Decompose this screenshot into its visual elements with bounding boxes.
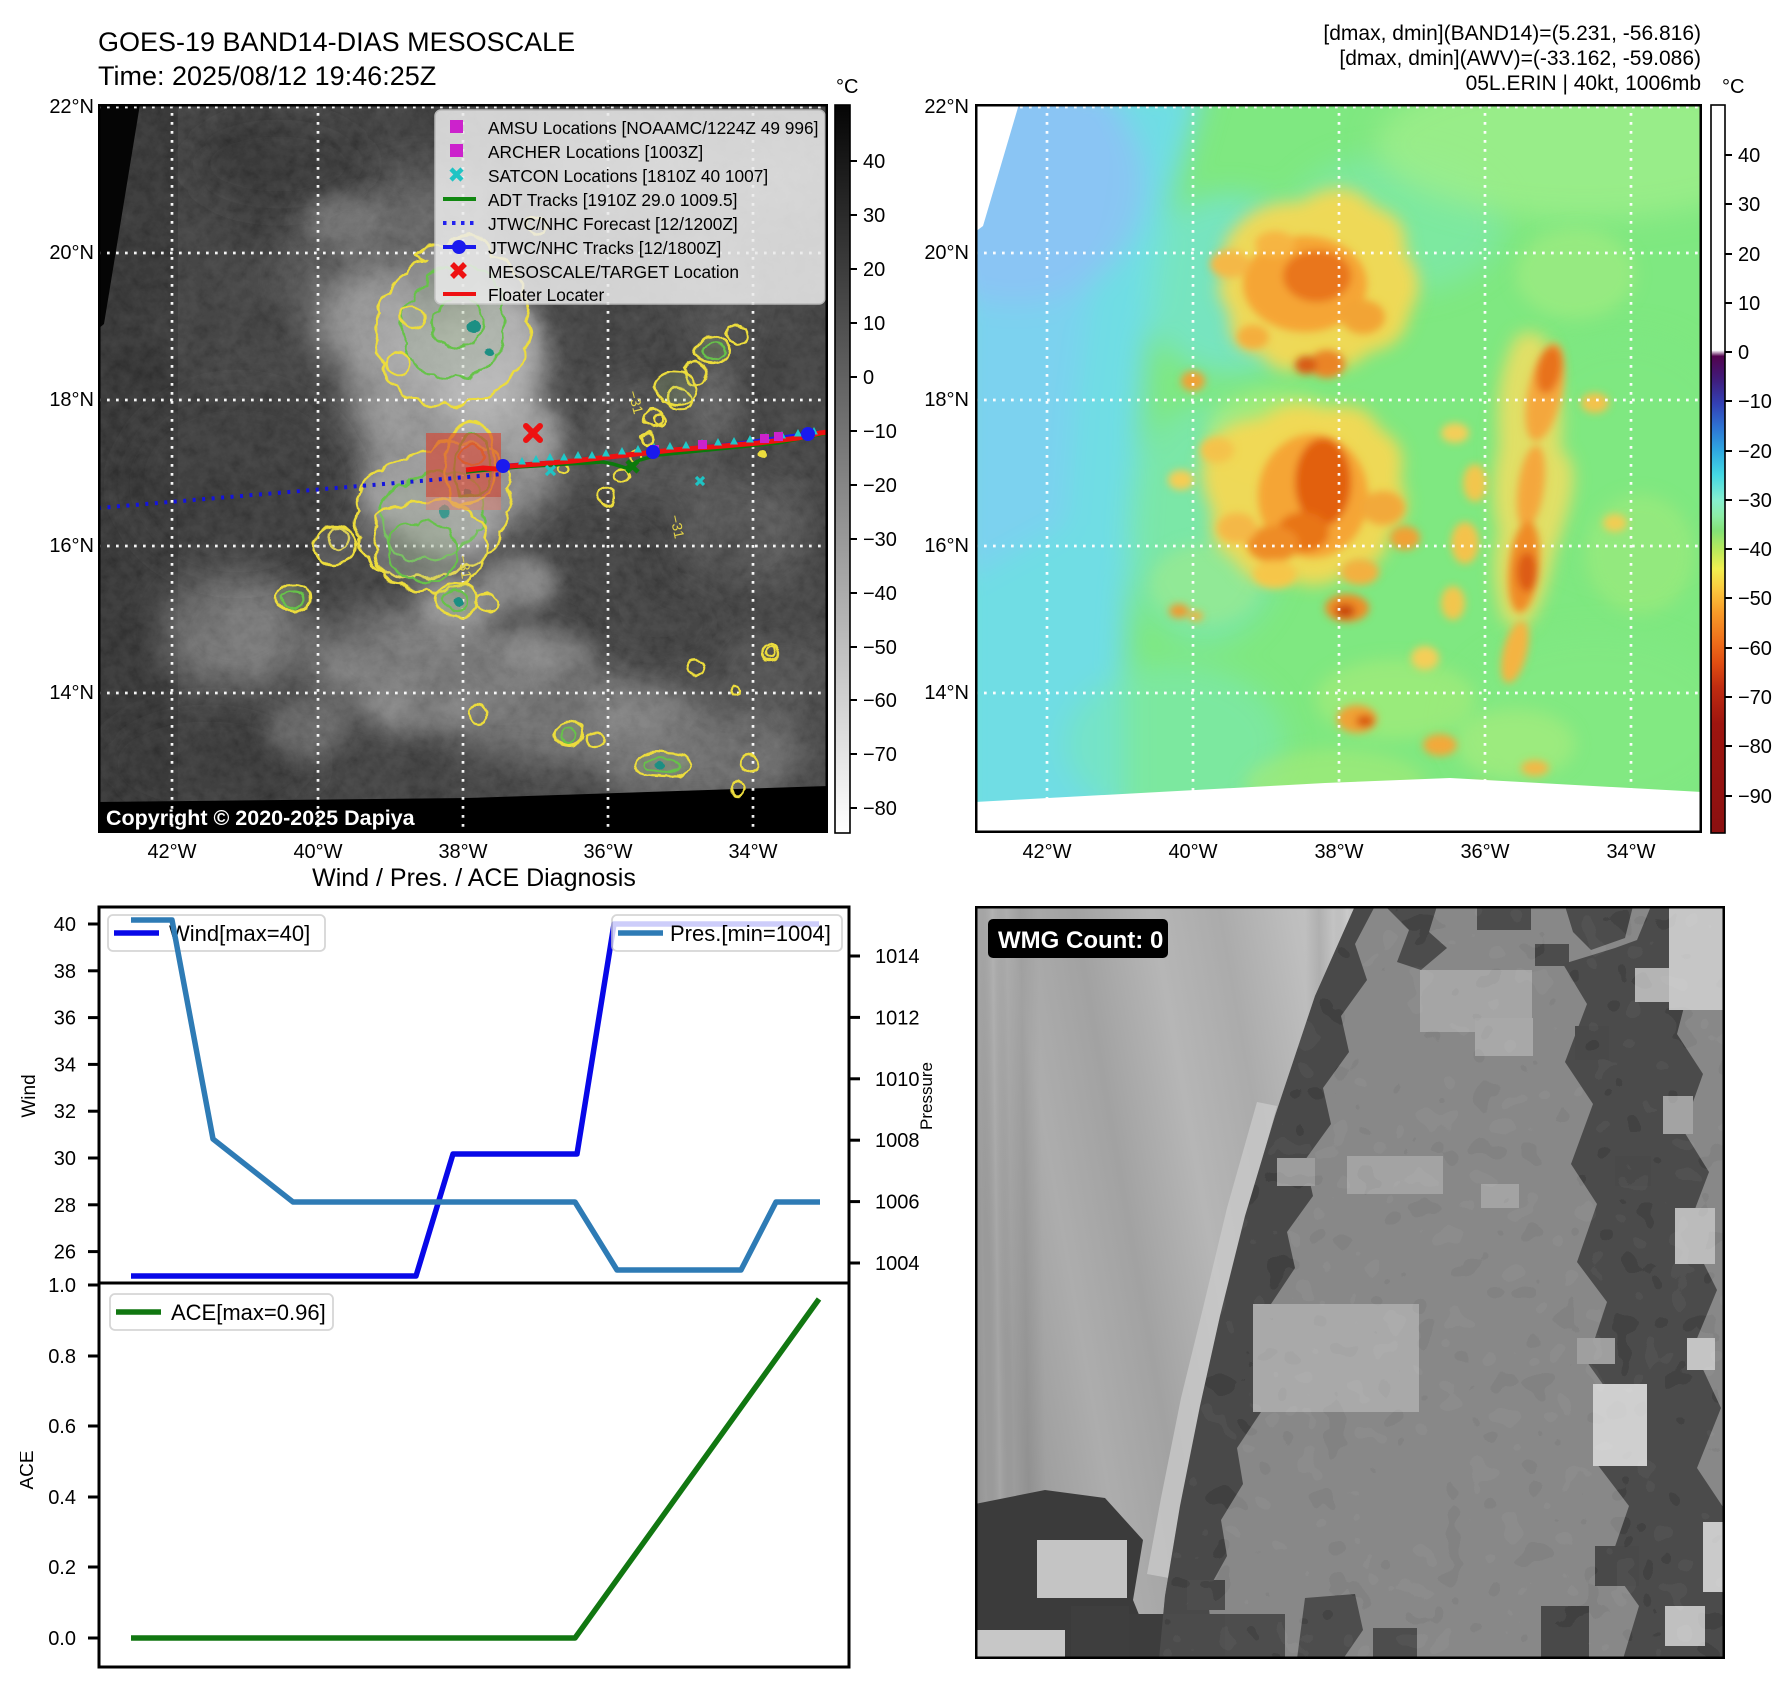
svg-text:−70: −70 (1738, 687, 1772, 709)
svg-text:ARCHER Locations [1003Z]: ARCHER Locations [1003Z] (488, 142, 703, 162)
svg-text:−80: −80 (1738, 736, 1772, 758)
svg-text:Wind[max=40]: Wind[max=40] (169, 921, 310, 946)
svg-text:10: 10 (863, 313, 885, 335)
svg-text:ACE[max=0.96]: ACE[max=0.96] (171, 1300, 326, 1325)
svg-text:28: 28 (54, 1195, 76, 1217)
svg-text:30: 30 (54, 1148, 76, 1170)
svg-text:JTWC/NHC Forecast [12/1200Z]: JTWC/NHC Forecast [12/1200Z] (488, 214, 738, 234)
svg-text:0.2: 0.2 (48, 1557, 76, 1579)
svg-text:−30: −30 (863, 529, 897, 551)
svg-text:−50: −50 (863, 637, 897, 659)
svg-text:38: 38 (54, 961, 76, 983)
svg-text:−31: −31 (667, 513, 688, 540)
svg-text:−20: −20 (863, 475, 897, 497)
svg-text:Floater Locater: Floater Locater (488, 285, 604, 305)
svg-text:40: 40 (1738, 145, 1760, 167)
svg-text:−70: −70 (863, 744, 897, 766)
svg-text:−40: −40 (1738, 539, 1772, 561)
svg-text:−90: −90 (1738, 786, 1772, 808)
svg-text:30: 30 (863, 205, 885, 227)
svg-text:−31: −31 (455, 554, 475, 580)
svg-text:26: 26 (54, 1242, 76, 1264)
svg-text:Copyright © 2020-2025 Dapiya: Copyright © 2020-2025 Dapiya (106, 806, 416, 830)
svg-text:Pres.[min=1004]: Pres.[min=1004] (670, 921, 831, 946)
svg-text:−20: −20 (1738, 441, 1772, 463)
svg-text:AMSU Locations [NOAAMC/1224Z 4: AMSU Locations [NOAAMC/1224Z 49 996] (488, 118, 818, 138)
svg-text:−60: −60 (1738, 638, 1772, 660)
svg-text:1008: 1008 (875, 1130, 920, 1152)
svg-text:−30: −30 (1738, 490, 1772, 512)
svg-text:1.0: 1.0 (48, 1275, 76, 1297)
svg-text:SATCON Locations [1810Z 40 100: SATCON Locations [1810Z 40 1007] (488, 166, 768, 186)
svg-text:10: 10 (1738, 293, 1760, 315)
svg-text:34: 34 (54, 1054, 76, 1076)
svg-text:WMG Count: 0: WMG Count: 0 (998, 927, 1163, 954)
svg-text:0.0: 0.0 (48, 1628, 76, 1650)
svg-text:Pressure: Pressure (917, 1062, 936, 1130)
svg-text:1006: 1006 (875, 1192, 920, 1214)
svg-text:1004: 1004 (875, 1253, 920, 1275)
svg-text:ADT Tracks [1910Z 29.0 1009.5]: ADT Tracks [1910Z 29.0 1009.5] (488, 190, 737, 210)
svg-text:−40: −40 (863, 583, 897, 605)
svg-text:1012: 1012 (875, 1007, 920, 1029)
svg-text:40: 40 (54, 914, 76, 936)
svg-text:36: 36 (54, 1008, 76, 1030)
svg-text:MESOSCALE/TARGET Location: MESOSCALE/TARGET Location (488, 262, 739, 282)
svg-text:0: 0 (1738, 342, 1749, 364)
svg-text:ACE: ACE (20, 1450, 38, 1489)
svg-text:1014: 1014 (875, 946, 920, 968)
svg-text:1010: 1010 (875, 1069, 920, 1091)
svg-text:−60: −60 (863, 690, 897, 712)
svg-text:−80: −80 (863, 798, 897, 820)
svg-text:−10: −10 (863, 421, 897, 443)
svg-text:−10: −10 (1738, 391, 1772, 413)
svg-text:0: 0 (863, 367, 874, 389)
svg-text:0.8: 0.8 (48, 1346, 76, 1368)
svg-text:0.6: 0.6 (48, 1416, 76, 1438)
svg-text:20: 20 (1738, 244, 1760, 266)
svg-text:−50: −50 (1738, 588, 1772, 610)
svg-text:32: 32 (54, 1101, 76, 1123)
svg-text:−31: −31 (625, 389, 647, 416)
svg-text:0.4: 0.4 (48, 1487, 76, 1509)
svg-text:20: 20 (863, 259, 885, 281)
svg-text:30: 30 (1738, 194, 1760, 216)
svg-text:Wind: Wind (20, 1074, 40, 1117)
svg-text:JTWC/NHC Tracks [12/1800Z]: JTWC/NHC Tracks [12/1800Z] (488, 238, 721, 258)
svg-text:40: 40 (863, 151, 885, 173)
